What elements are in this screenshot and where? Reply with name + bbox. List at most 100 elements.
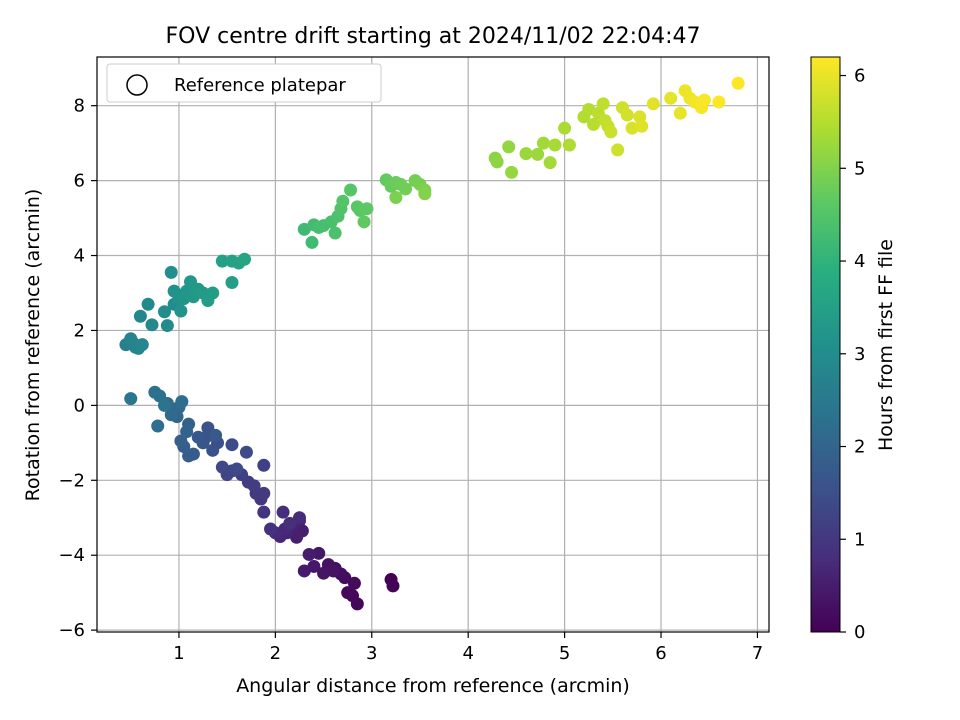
- data-point: [543, 156, 557, 170]
- data-point: [344, 183, 358, 197]
- data-point: [531, 147, 545, 161]
- x-tick-label: 7: [752, 643, 763, 664]
- colorbar-ticks: 0 1 2 3 4 5 6: [840, 66, 865, 643]
- legend-box: [106, 63, 382, 103]
- y-tick-label: −6: [58, 620, 85, 641]
- y-tick-label: −2: [58, 470, 85, 491]
- data-point: [215, 254, 229, 268]
- data-point: [257, 458, 271, 472]
- data-point: [145, 318, 159, 332]
- data-point: [264, 522, 278, 536]
- chart-title: FOV centre drift starting at 2024/11/02 …: [166, 24, 701, 49]
- colorbar-tick-label: 2: [854, 437, 865, 458]
- colorbar-tick-label: 1: [854, 529, 865, 550]
- data-point: [174, 434, 188, 448]
- legend-marker-open-circle: [126, 74, 148, 96]
- data-point: [328, 226, 342, 240]
- data-point: [620, 108, 634, 122]
- data-point: [174, 304, 188, 318]
- data-point: [697, 93, 711, 107]
- data-point: [360, 202, 374, 216]
- y-tick-label: 6: [74, 171, 85, 192]
- legend: Reference platepar: [106, 63, 382, 103]
- data-point: [399, 182, 413, 196]
- data-point: [297, 564, 311, 578]
- colorbar-tick-label: 4: [854, 251, 865, 272]
- x-tick-label: 5: [559, 643, 570, 664]
- data-point: [297, 222, 311, 236]
- data-point: [664, 91, 678, 105]
- legend-entry: Reference platepar: [174, 75, 346, 96]
- data-point: [238, 252, 252, 266]
- data-point: [175, 395, 189, 409]
- data-point: [276, 505, 290, 519]
- data-point: [302, 547, 316, 561]
- colorbar-tick-label: 0: [854, 622, 865, 643]
- data-point: [257, 505, 271, 519]
- data-point: [731, 76, 745, 90]
- data-point: [215, 460, 229, 474]
- data-point: [180, 425, 194, 439]
- data-point: [519, 147, 533, 161]
- data-point: [292, 511, 306, 525]
- data-point: [230, 462, 244, 476]
- plot-area-frame: [96, 56, 770, 633]
- y-tick-label: 2: [74, 320, 85, 341]
- data-point: [604, 125, 618, 139]
- data-point: [587, 117, 601, 131]
- data-point: [347, 576, 361, 590]
- data-point: [206, 443, 220, 457]
- x-tick-label: 6: [655, 643, 666, 664]
- data-point: [191, 430, 205, 444]
- data-point: [502, 140, 516, 154]
- colorbar-label: Hours from first FF file: [875, 239, 897, 451]
- data-point: [317, 566, 331, 580]
- y-tick-label: −4: [58, 545, 85, 566]
- data-point: [548, 138, 562, 152]
- data-point: [418, 187, 432, 201]
- data-point: [164, 265, 178, 279]
- data-point: [157, 398, 171, 412]
- data-point: [290, 530, 304, 544]
- data-point: [596, 97, 610, 111]
- data-point: [151, 419, 165, 433]
- data-point: [135, 338, 149, 352]
- data-point: [124, 392, 138, 406]
- y-tick-label: 0: [74, 395, 85, 416]
- colorbar-tick-label: 5: [854, 158, 865, 179]
- data-point: [305, 235, 319, 249]
- y-axis-label: Rotation from reference (arcmin): [22, 189, 44, 502]
- x-tick-label: 4: [462, 643, 473, 664]
- data-point: [558, 121, 572, 135]
- x-axis-ticks: 1 2 3 4 5 6 7: [173, 632, 763, 664]
- data-point: [157, 305, 171, 319]
- grid-lines: [97, 57, 769, 632]
- data-point: [389, 190, 403, 204]
- data-point: [386, 579, 400, 593]
- data-point: [283, 516, 297, 530]
- x-tick-label: 3: [366, 643, 377, 664]
- data-point: [312, 546, 326, 560]
- data-point: [712, 95, 726, 109]
- data-point: [536, 136, 550, 150]
- y-tick-label: 8: [74, 96, 85, 117]
- data-point: [247, 479, 261, 493]
- colorbar-gradient: [810, 56, 841, 633]
- data-point: [141, 297, 155, 311]
- colorbar-tick-label: 3: [854, 344, 865, 365]
- y-tick-label: 4: [74, 246, 85, 267]
- data-point: [225, 276, 239, 290]
- data-point: [357, 215, 371, 229]
- data-point: [225, 438, 239, 452]
- data-point: [307, 559, 321, 573]
- data-point: [646, 97, 660, 111]
- data-point: [562, 138, 576, 152]
- data-point: [635, 119, 649, 133]
- colorbar-tick-label: 6: [854, 66, 865, 87]
- data-point: [341, 586, 355, 600]
- data-point: [164, 408, 178, 422]
- data-point: [206, 286, 220, 300]
- data-point: [673, 106, 687, 120]
- data-point: [336, 194, 350, 208]
